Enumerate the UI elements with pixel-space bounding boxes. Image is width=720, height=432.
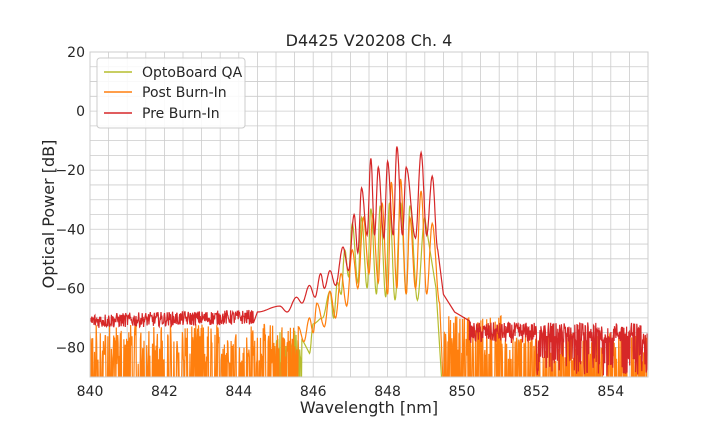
x-axis-title: Wavelength [nm] xyxy=(300,398,438,417)
y-tick-label: −40 xyxy=(55,222,85,238)
y-tick-labels: 20 0 −20 −40 −60 −80 xyxy=(55,45,85,356)
series-line-pre-burn-in xyxy=(90,146,648,376)
series-line-post-burn-in xyxy=(90,178,648,377)
y-tick-label: −20 xyxy=(55,163,85,179)
legend: OptoBoard QA Post Burn-In Pre Burn-In xyxy=(96,57,246,129)
x-tick-label: 852 xyxy=(523,384,550,400)
x-tick-label: 842 xyxy=(151,384,178,400)
x-tick-label: 848 xyxy=(374,384,401,400)
legend-label-pre-burn-in: Pre Burn-In xyxy=(142,106,220,122)
series-group xyxy=(90,146,648,377)
y-tick-label: 20 xyxy=(67,45,85,61)
x-tick-label: 854 xyxy=(597,384,624,400)
plot-frame xyxy=(89,51,649,378)
x-tick-label: 850 xyxy=(449,384,476,400)
y-tick-label: 0 xyxy=(76,104,85,120)
x-tick-label: 844 xyxy=(225,384,252,400)
y-tick-label: −80 xyxy=(55,340,85,356)
x-tick-label: 840 xyxy=(77,384,104,400)
legend-label-optoboard-qa: OptoBoard QA xyxy=(142,65,243,81)
y-tick-label: −60 xyxy=(55,281,85,297)
legend-label-post-burn-in: Post Burn-In xyxy=(142,85,227,101)
legend-box xyxy=(96,57,246,129)
y-axis-title: Optical Power [dB] xyxy=(39,140,58,289)
x-tick-labels: 840 842 844 846 848 850 852 854 xyxy=(77,384,625,400)
chart-title: D4425 V20208 Ch. 4 xyxy=(286,31,453,50)
x-tick-label: 846 xyxy=(300,384,327,400)
